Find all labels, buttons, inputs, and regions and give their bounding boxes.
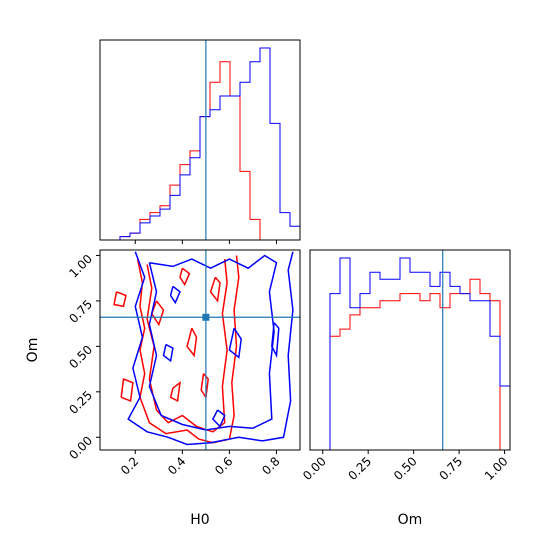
- om-histogram-frame: [309, 249, 511, 451]
- blue-contour: [228, 327, 242, 359]
- om-y-tick-label: 0.25: [66, 388, 95, 417]
- red-contour: [136, 255, 240, 444]
- om-histogram-blue-series: [310, 257, 511, 451]
- h0-tick-label: 0.4: [165, 454, 188, 477]
- om-tick-label: 1.00: [482, 454, 511, 483]
- om-histogram-red-series: [310, 278, 510, 451]
- red-contour: [169, 380, 181, 403]
- h0-tick-label: 0.2: [118, 454, 141, 477]
- contour-frame: [99, 249, 301, 451]
- om-tick-label: 0.25: [346, 454, 375, 483]
- blue-contour: [127, 251, 294, 446]
- om-tick-label: 0.50: [391, 454, 420, 483]
- blue-contour: [271, 322, 280, 359]
- h0-histogram-blue-series: [100, 47, 301, 241]
- x-axis-title-h0: H0: [190, 512, 209, 528]
- h0-om-contour-panel: 0.2 0.4 0.6 0.8 0.00 0.25 0.50 0.75 1.00 H0 Om: [25, 249, 301, 528]
- h0-tick-label: 0.8: [259, 454, 282, 477]
- red-contour: [113, 291, 127, 308]
- red-contour: [186, 327, 198, 358]
- blue-contour: [148, 254, 278, 431]
- om-histogram-panel: 0.00 0.25 0.50 0.75 1.00 Om: [300, 249, 511, 528]
- red-contour: [200, 373, 209, 400]
- red-contour: [179, 267, 191, 287]
- om-y-tick-label: 0.00: [66, 433, 95, 462]
- om-tick-label: 0.75: [436, 454, 465, 483]
- blue-contour: [169, 285, 181, 305]
- h0-tick-label: 0.6: [212, 454, 235, 477]
- red-contour: [120, 378, 134, 402]
- om-tick-label: 0.00: [300, 454, 329, 483]
- x-axis-title-om: Om: [398, 512, 423, 528]
- y-axis-title-om: Om: [25, 338, 41, 363]
- h0-histogram-frame: [99, 39, 301, 241]
- om-y-tick-label: 0.75: [66, 297, 95, 326]
- om-y-tick-label: 0.50: [66, 343, 95, 372]
- truth-point: [202, 313, 210, 321]
- blue-contour: [211, 409, 226, 428]
- om-y-tick-label: 1.00: [66, 252, 95, 281]
- red-contour: [209, 276, 221, 303]
- h0-histogram-panel: [99, 39, 301, 244]
- blue-contour: [162, 343, 174, 363]
